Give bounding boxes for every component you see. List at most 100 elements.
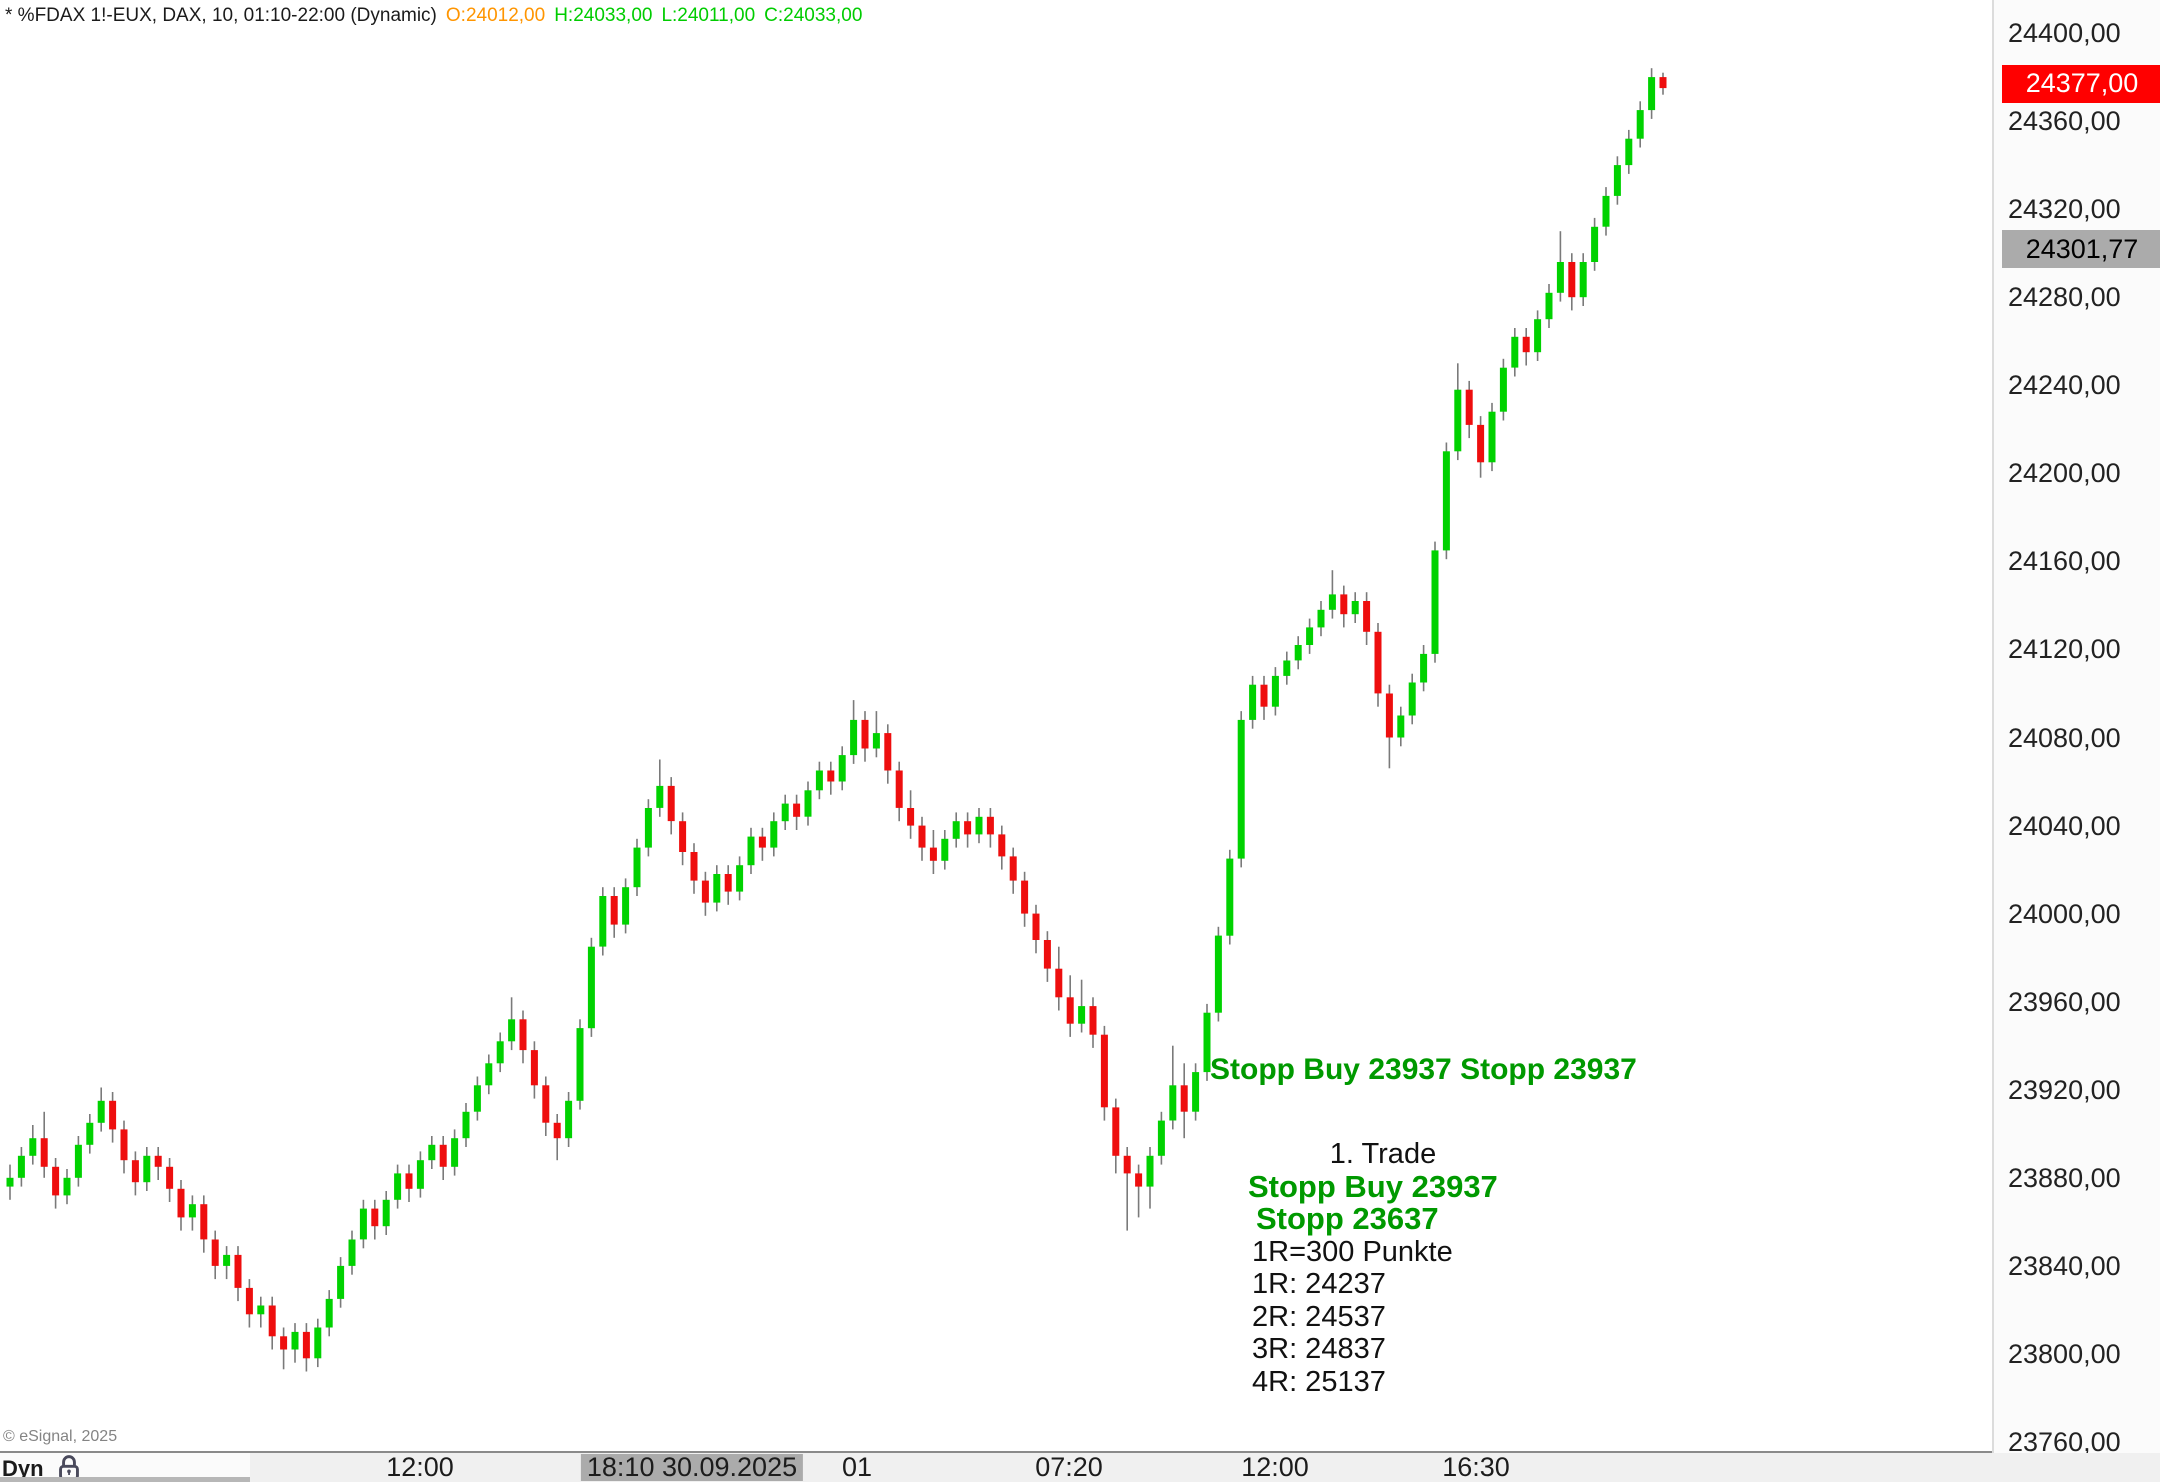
- chart-plot-area[interactable]: * %FDAX 1!-EUX, DAX, 10, 01:10-22:00 (Dy…: [0, 0, 1992, 1453]
- candle-body: [109, 1100, 117, 1130]
- candle-body: [519, 1019, 527, 1051]
- candle-body: [382, 1199, 390, 1227]
- time-axis-label: 01: [841, 1452, 873, 1482]
- trade-target-3r: 3R: 24837: [1252, 1333, 1386, 1365]
- candle-body: [1625, 138, 1633, 166]
- candle-body: [131, 1160, 139, 1183]
- candle-body: [644, 808, 652, 848]
- candle-body: [154, 1155, 162, 1167]
- ohlc-low-value: L:24011,00: [661, 5, 756, 26]
- price-axis-label: 23800,00: [2008, 1338, 2121, 1369]
- candle-body: [1203, 1012, 1211, 1073]
- candle-body: [656, 785, 664, 808]
- candle-body: [97, 1100, 105, 1123]
- candle-body: [872, 733, 880, 749]
- time-axis-label-highlighted: 18:10 30.09.2025: [580, 1454, 804, 1481]
- candle-body: [918, 825, 926, 848]
- trade-stop: Stopp 23637: [1256, 1201, 1439, 1236]
- candle-body: [234, 1254, 242, 1288]
- candle-body: [1146, 1155, 1154, 1187]
- candle-body: [1659, 77, 1667, 89]
- candle-body: [907, 808, 915, 826]
- candle-body: [553, 1122, 561, 1139]
- candle-body: [781, 803, 789, 822]
- candle-body: [599, 896, 607, 947]
- dynamic-mode-button[interactable]: Dyn: [2, 1456, 44, 1481]
- candle-body: [1363, 601, 1371, 632]
- chart-title-bar: * %FDAX 1!-EUX, DAX, 10, 01:10-22:00 (Dy…: [5, 5, 871, 27]
- time-axis-label: 07:20: [1035, 1452, 1103, 1482]
- time-axis[interactable]: Dyn 12:00 18:10 30.09.2025 01 07:20 12:00 16:…: [0, 1451, 2160, 1482]
- candle-body: [394, 1173, 402, 1200]
- candle-body: [257, 1305, 265, 1315]
- candle-body: [1431, 550, 1439, 654]
- price-axis-label: 23920,00: [2008, 1074, 2121, 1105]
- candle-body: [679, 821, 687, 852]
- candle-body: [1385, 693, 1393, 738]
- candle-body: [1328, 594, 1336, 610]
- candle-body: [1488, 411, 1496, 463]
- price-axis-label: 24360,00: [2008, 106, 2121, 137]
- candle-body: [1442, 451, 1450, 551]
- candle-body: [827, 770, 835, 782]
- trade-info-block: 1. Trade Stopp Buy 23937 Stopp 23637 1R=…: [1248, 1138, 1518, 1398]
- candle-body: [302, 1331, 310, 1359]
- candle-body: [793, 803, 801, 817]
- candle-body: [1511, 336, 1519, 368]
- candle-body: [1522, 336, 1530, 353]
- price-axis-label: 23880,00: [2008, 1162, 2121, 1193]
- candle-body: [758, 836, 766, 848]
- candle-body: [861, 719, 869, 749]
- candle-body: [667, 785, 675, 822]
- price-axis-label: 24240,00: [2008, 370, 2121, 401]
- candle-body: [1249, 684, 1257, 720]
- candle-body: [1123, 1155, 1131, 1174]
- candle-body: [838, 755, 846, 782]
- candle-body: [690, 852, 698, 881]
- candle-body: [1454, 389, 1462, 452]
- candle-body: [1100, 1034, 1108, 1108]
- candle-body: [1112, 1107, 1120, 1156]
- candle-body: [941, 838, 949, 861]
- candle-body: [1055, 968, 1063, 998]
- price-axis-label: 24120,00: [2008, 634, 2121, 665]
- candle-body: [895, 770, 903, 808]
- time-axis-label: 16:30: [1442, 1452, 1510, 1482]
- candle-body: [29, 1138, 37, 1156]
- candle-body: [405, 1173, 413, 1189]
- candle-body: [291, 1331, 299, 1350]
- candle-body: [1408, 682, 1416, 716]
- candle-body: [1260, 684, 1268, 707]
- candle-body: [1021, 880, 1029, 914]
- candle-body: [211, 1239, 219, 1266]
- candle-body: [1648, 77, 1656, 111]
- candle-body: [496, 1041, 504, 1064]
- candle-body: [747, 836, 755, 866]
- candle-body: [1351, 601, 1359, 615]
- price-axis-label: 24000,00: [2008, 898, 2121, 929]
- candle-body: [63, 1177, 71, 1196]
- price-axis-label: 24280,00: [2008, 282, 2121, 313]
- candle-body: [1465, 389, 1473, 425]
- price-axis-label: 23760,00: [2008, 1426, 2121, 1457]
- candle-body: [701, 880, 709, 903]
- candle-body: [1032, 913, 1040, 940]
- candle-body: [576, 1028, 584, 1101]
- candlestick-plot[interactable]: [0, 0, 1992, 1453]
- candle-body: [1192, 1072, 1200, 1112]
- candle-body: [1180, 1085, 1188, 1112]
- candle-body: [1169, 1085, 1177, 1121]
- ohlc-high-value: H:24033,00: [554, 5, 653, 26]
- candle-body: [530, 1050, 538, 1086]
- candle-body: [884, 733, 892, 771]
- candle-body: [451, 1138, 459, 1167]
- candle-body: [1157, 1120, 1165, 1156]
- candle-body: [1545, 292, 1553, 320]
- candle-body: [1043, 940, 1051, 969]
- candle-body: [1579, 262, 1587, 298]
- candle-body: [1499, 367, 1507, 412]
- candle-body: [975, 816, 983, 835]
- candle-body: [1237, 719, 1245, 859]
- candle-body: [485, 1063, 493, 1086]
- price-axis[interactable]: 24377,00 24301,77 24400,00 24360,00 24320,…: [1992, 0, 2160, 1482]
